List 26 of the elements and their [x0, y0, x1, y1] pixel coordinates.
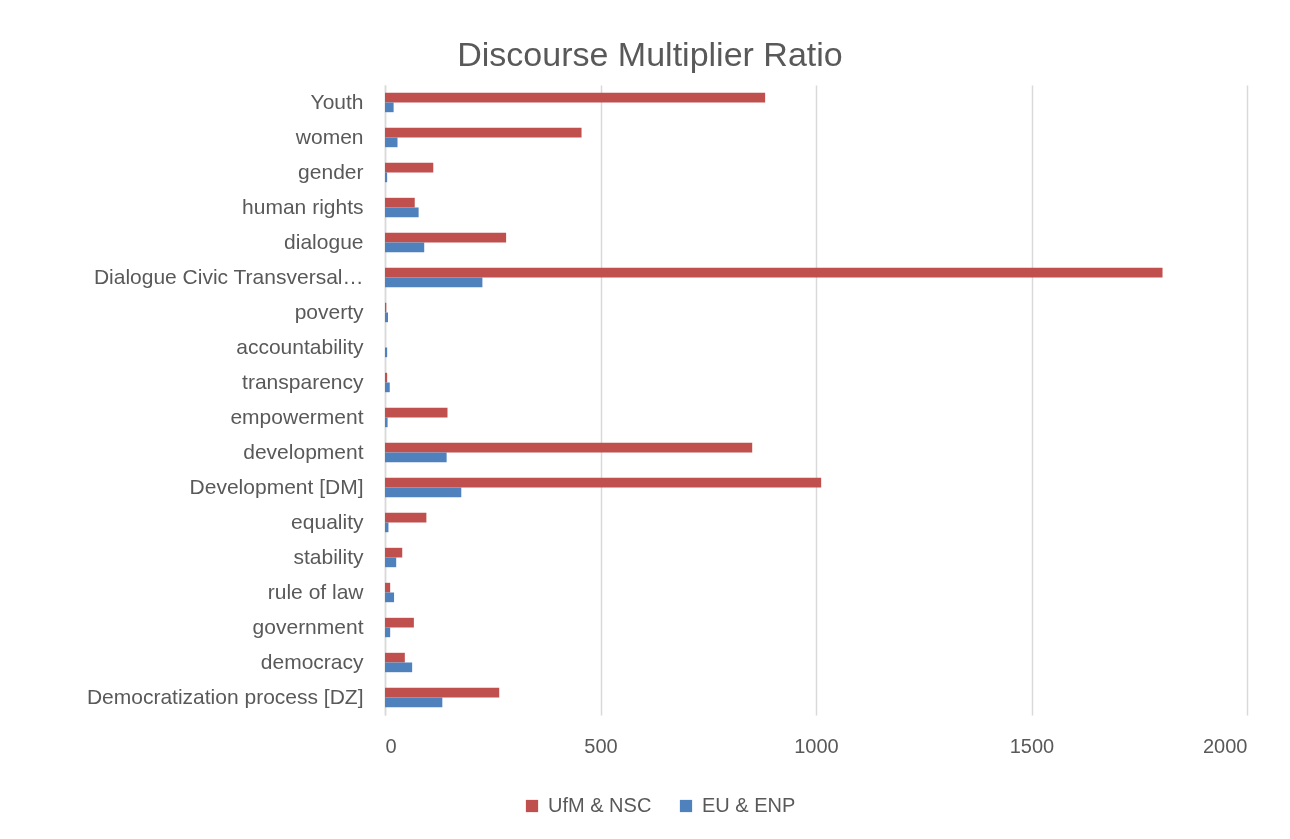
y-tick-label: human rights [242, 194, 364, 218]
legend-label: UfM & NSC [548, 794, 652, 816]
y-tick-label: rule of law [267, 579, 365, 603]
chart-title: Discourse Multiplier Ratio [457, 35, 843, 73]
y-tick-label: democracy [260, 649, 364, 673]
x-tick-label: 2000 [1203, 734, 1248, 757]
y-tick-label: equality [291, 509, 364, 533]
y-tick-label: Democratization process [DZ] [86, 684, 364, 708]
y-tick-label: transparency [242, 369, 364, 393]
y-tick-label: Dialogue Civic Transversal… [93, 264, 364, 288]
x-tick-label: 0 [385, 734, 397, 757]
y-tick-label: government [252, 614, 364, 638]
y-tick-label: dialogue [284, 229, 364, 253]
y-tick-label: women [294, 124, 364, 148]
x-tick-label: 500 [584, 734, 618, 757]
y-tick-label: stability [293, 544, 364, 568]
y-tick-label: gender [298, 159, 364, 183]
y-tick-label: accountability [236, 334, 364, 358]
legend-label: EU & ENP [702, 794, 796, 816]
y-tick-label: poverty [294, 299, 364, 323]
y-tick-label: Development [DM] [189, 474, 364, 498]
y-tick-label: development [243, 439, 364, 463]
y-tick-label: empowerment [230, 404, 364, 428]
x-tick-label: 1000 [794, 734, 839, 757]
x-tick-label: 1500 [1009, 734, 1055, 757]
y-tick-label: Youth [310, 89, 364, 113]
